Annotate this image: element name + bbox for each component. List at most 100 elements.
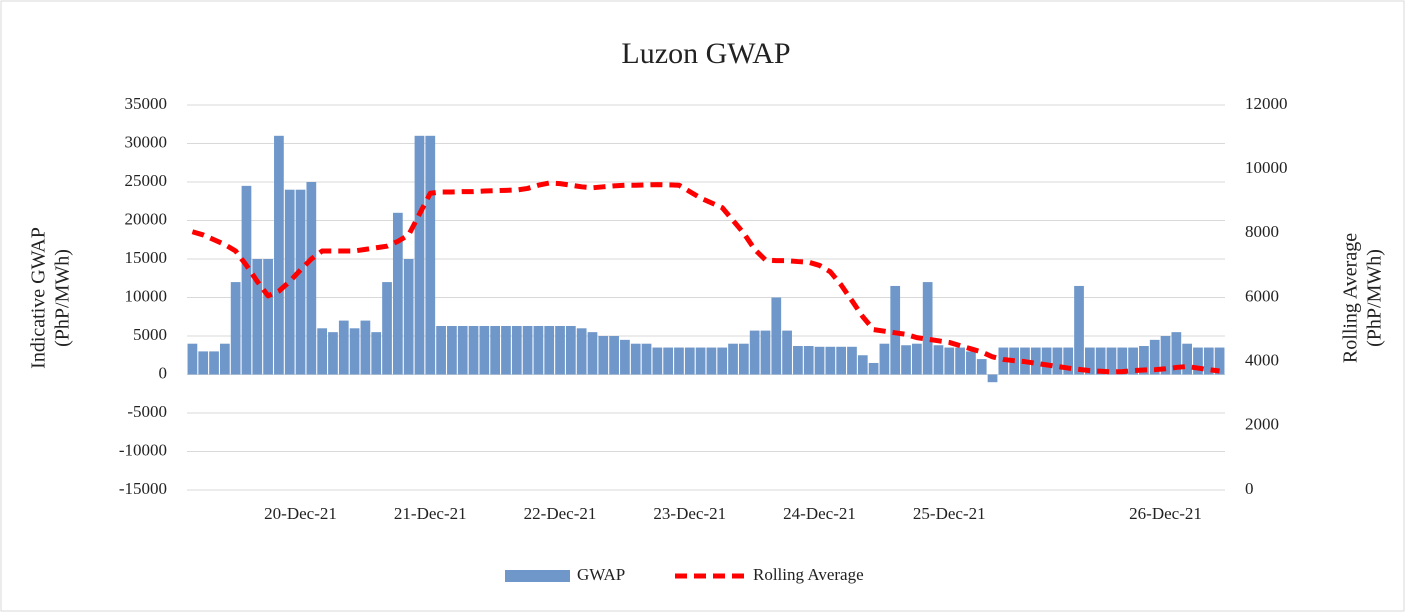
- bar: [565, 325, 576, 375]
- y-tick-label: -5000: [127, 402, 167, 421]
- bar: [1117, 347, 1128, 375]
- y2-tick-label: 10000: [1245, 158, 1288, 177]
- y2-tick-label: 4000: [1245, 351, 1279, 370]
- y2-tick-label: 12000: [1245, 94, 1288, 113]
- y-axis-label: Indicative GWAP: [28, 227, 50, 369]
- bar: [501, 325, 511, 375]
- bar: [241, 185, 252, 375]
- y-tick-label: 30000: [125, 132, 168, 151]
- bar: [317, 328, 328, 375]
- bar: [911, 343, 922, 375]
- bar: [425, 135, 436, 375]
- bar: [847, 346, 857, 375]
- bar: [868, 362, 879, 375]
- bar: [447, 325, 457, 375]
- bar: [706, 347, 717, 375]
- bar: [414, 135, 425, 375]
- y2-tick-label: 8000: [1245, 222, 1279, 241]
- bar: [652, 347, 663, 375]
- bar: [803, 346, 814, 375]
- y-tick-label: -10000: [119, 440, 167, 459]
- bar: [576, 328, 587, 375]
- bar: [306, 182, 317, 375]
- bar: [1063, 347, 1074, 375]
- bar: [360, 320, 371, 375]
- y2-axis-label: (PhP/MWh): [1364, 249, 1386, 347]
- bar: [468, 325, 479, 375]
- bar: [392, 212, 403, 375]
- y2-tick-label: 6000: [1245, 286, 1279, 305]
- bar: [976, 359, 987, 375]
- bar: [966, 351, 976, 375]
- bar: [728, 343, 738, 375]
- bar: [663, 347, 674, 375]
- legend-label: Rolling Average: [753, 565, 864, 584]
- bar: [403, 259, 414, 375]
- bar: [620, 339, 630, 375]
- bar: [274, 135, 284, 375]
- bar: [295, 189, 306, 375]
- y-tick-label: 0: [159, 363, 168, 382]
- y-tick-label: 15000: [125, 248, 168, 267]
- line: [191, 180, 1220, 375]
- bar: [738, 343, 749, 375]
- x-tick-label: 23-Dec-21: [653, 504, 726, 523]
- bar: [328, 332, 338, 375]
- x-tick-label: 20-Dec-21: [264, 504, 337, 523]
- bar: [674, 347, 684, 375]
- bar: [749, 330, 760, 375]
- bar: [630, 343, 641, 375]
- bar: [1214, 347, 1225, 375]
- bar: [230, 282, 241, 375]
- bar: [284, 189, 295, 375]
- bar: [609, 336, 619, 375]
- bar: [1160, 336, 1171, 375]
- bar: [349, 328, 360, 375]
- bar: [987, 374, 998, 383]
- bar: [479, 325, 490, 375]
- x-tick-label: 21-Dec-21: [394, 504, 467, 523]
- bar: [760, 330, 771, 375]
- bar: [1128, 347, 1138, 375]
- bar: [598, 336, 609, 375]
- bar: [955, 347, 965, 375]
- y-tick-label: 20000: [125, 209, 168, 228]
- bar: [1149, 339, 1160, 375]
- y-tick-label: 10000: [125, 286, 168, 305]
- bar: [187, 343, 198, 375]
- bar: [1052, 347, 1063, 375]
- bar: [263, 259, 273, 375]
- bar: [436, 325, 446, 375]
- bar: [371, 332, 382, 375]
- bar: [587, 332, 598, 375]
- y2-tick-label: 2000: [1245, 415, 1279, 434]
- bar: [533, 325, 544, 375]
- chart-title: Luzon GWAP: [621, 37, 790, 70]
- bar: [825, 346, 836, 375]
- bar: [1074, 285, 1084, 375]
- bar: [382, 282, 392, 375]
- y-tick-label: 5000: [133, 325, 167, 344]
- bar: [1041, 347, 1052, 375]
- bar: [857, 355, 868, 375]
- bar: [198, 351, 209, 375]
- x-tick-label: 22-Dec-21: [524, 504, 597, 523]
- x-tick-label: 25-Dec-21: [913, 504, 986, 523]
- bar: [219, 343, 230, 375]
- bar: [922, 282, 933, 375]
- bar: [1095, 347, 1106, 375]
- y-tick-label: 35000: [125, 94, 168, 113]
- x-tick-label: 24-Dec-21: [783, 504, 856, 523]
- bar: [944, 347, 955, 375]
- bar: [641, 343, 652, 375]
- x-tick-label: 26-Dec-21: [1129, 504, 1202, 523]
- y2-tick-label: 0: [1245, 479, 1254, 498]
- bar: [1106, 347, 1117, 375]
- bar: [782, 330, 792, 375]
- bar: [717, 347, 728, 375]
- bar: [555, 325, 565, 375]
- bar: [695, 347, 706, 375]
- bar: [836, 346, 847, 375]
- bar: [933, 345, 944, 375]
